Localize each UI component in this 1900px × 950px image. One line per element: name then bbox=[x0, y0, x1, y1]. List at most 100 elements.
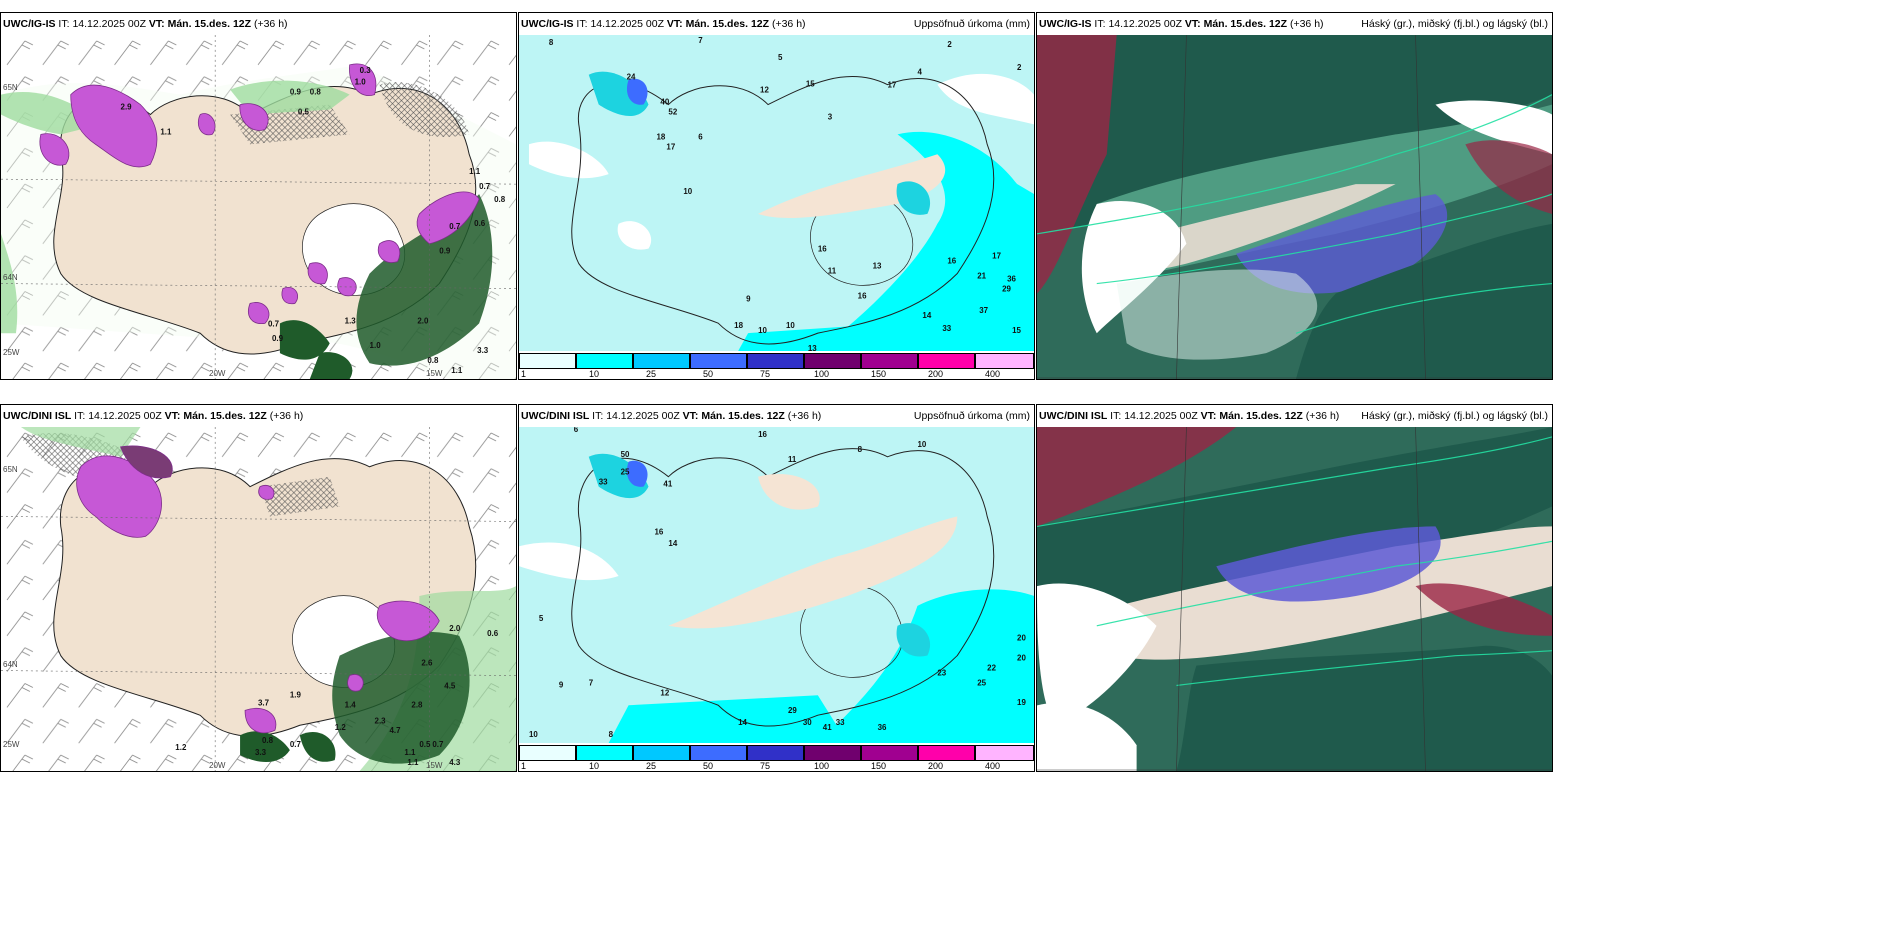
precip-label: 17 bbox=[888, 81, 897, 90]
snow-label: 4.3 bbox=[449, 758, 461, 767]
field-title: Háský (gr.), miðský (fj.bl.) og lágský (… bbox=[1361, 18, 1548, 30]
snow-label: 0.5 bbox=[419, 740, 431, 749]
precip-label: 36 bbox=[1007, 274, 1016, 283]
snow-label: 2.6 bbox=[421, 659, 433, 668]
colorbar-swatch bbox=[975, 353, 1034, 369]
precip-label: 40 bbox=[660, 98, 669, 107]
map-panel-4: UWC/DINI ISL IT: 14.12.2025 00Z VT: Mán.… bbox=[0, 404, 517, 772]
precip-label: 2 bbox=[947, 40, 952, 49]
precip-label: 30 bbox=[803, 718, 812, 727]
precip-label: 18 bbox=[734, 321, 743, 330]
colorbar-swatch bbox=[918, 353, 975, 369]
precip-label: 20 bbox=[1017, 654, 1026, 663]
colorbar-tick: 200 bbox=[928, 369, 944, 379]
panel-header: UWC/IG-IS IT: 14.12.2025 00Z VT: Mán. 15… bbox=[1037, 13, 1552, 35]
colorbar-swatch bbox=[690, 353, 747, 369]
map-area[interactable]: 1.1 2.9 0.9 0.8 0.5 1.0 0.3 1.1 0.7 0.8 … bbox=[1, 35, 516, 379]
snow-label: 1.0 bbox=[370, 341, 382, 350]
map-area[interactable]: 3.7 1.9 1.4 2.8 4.5 1.2 0.8 0.5 0.7 1.1 … bbox=[1, 427, 516, 771]
precip-label: 9 bbox=[559, 680, 564, 689]
snow-label: 0.7 bbox=[268, 319, 280, 328]
snow-label: 1.1 bbox=[469, 167, 481, 176]
map-panel-3: UWC/IG-IS IT: 14.12.2025 00Z VT: Mán. 15… bbox=[1036, 12, 1553, 380]
field-title: Uppsöfnuð úrkoma (mm) bbox=[913, 18, 1030, 30]
colorbar-tick: 25 bbox=[646, 761, 657, 771]
precip-label: 52 bbox=[668, 108, 677, 117]
precip-label: 17 bbox=[666, 142, 675, 151]
colorbar-swatch bbox=[861, 353, 918, 369]
precip-label: 15 bbox=[806, 80, 815, 89]
precip-label: 8 bbox=[858, 445, 863, 454]
longitude-label: 25W bbox=[3, 348, 20, 357]
precip-label: 11 bbox=[828, 266, 837, 275]
colorbar-swatch bbox=[633, 353, 690, 369]
precip-label: 33 bbox=[836, 718, 845, 727]
precip-label: 10 bbox=[758, 326, 767, 335]
colorbar-swatch bbox=[747, 745, 804, 761]
latitude-label: 64N bbox=[3, 273, 18, 282]
snow-label: 0.6 bbox=[474, 219, 486, 228]
snow-label: 0.7 bbox=[290, 740, 302, 749]
snow-label: 0.7 bbox=[449, 222, 461, 231]
panel-header: UWC/IG-IS IT: 14.12.2025 00Z VT: Mán. 15… bbox=[519, 13, 1034, 35]
colorbar-swatch bbox=[519, 745, 576, 761]
precip-label: 16 bbox=[858, 291, 867, 300]
longitude-label: 20W bbox=[209, 761, 226, 770]
precip-label: 16 bbox=[818, 245, 827, 254]
colorbar-swatch bbox=[633, 745, 690, 761]
precip-label: 5 bbox=[539, 614, 544, 623]
snow-label: 0.8 bbox=[427, 356, 439, 365]
precip-label: 3 bbox=[828, 112, 833, 121]
precip-label: 36 bbox=[878, 723, 887, 732]
snow-label: 4.5 bbox=[444, 681, 456, 690]
snow-label: 2.8 bbox=[411, 700, 423, 709]
panel-header: UWC/DINI ISL IT: 14.12.2025 00Z VT: Mán.… bbox=[1037, 405, 1552, 427]
snow-label: 3.3 bbox=[255, 748, 267, 757]
snow-label: 3.3 bbox=[477, 346, 489, 355]
snow-label: 1.3 bbox=[345, 316, 357, 325]
snow-label: 0.8 bbox=[310, 88, 322, 97]
snow-label: 3.7 bbox=[258, 698, 270, 707]
panel-header: UWC/IG-IS IT: 14.12.2025 00Z VT: Mán. 15… bbox=[1, 13, 516, 35]
map-area[interactable]: 8 7 5 3 4 2 2 24 40 52 18 17 6 10 12 15 … bbox=[519, 35, 1034, 351]
panel-header: UWC/DINI ISL IT: 14.12.2025 00Z VT: Mán.… bbox=[1, 405, 516, 427]
map-area[interactable]: 6 50 25 41 14 33 16 16 11 8 10 5 9 7 12 … bbox=[519, 427, 1034, 743]
colorbar-swatch bbox=[576, 745, 633, 761]
precip-label: 10 bbox=[529, 730, 538, 739]
precip-label: 33 bbox=[599, 478, 608, 487]
precip-label: 50 bbox=[621, 450, 630, 459]
snow-label: 2.0 bbox=[449, 624, 461, 633]
map-area[interactable] bbox=[1037, 427, 1552, 771]
snow-label: 1.1 bbox=[160, 127, 172, 136]
precip-label: 9 bbox=[746, 294, 751, 303]
snow-label: 0.9 bbox=[290, 88, 302, 97]
precip-label: 24 bbox=[627, 73, 636, 82]
precip-label: 10 bbox=[683, 187, 692, 196]
precip-label: 29 bbox=[788, 706, 797, 715]
snow-label: 1.4 bbox=[345, 700, 357, 709]
map-panel-1: UWC/IG-IS IT: 14.12.2025 00Z VT: Mán. 15… bbox=[0, 12, 517, 380]
precip-label: 8 bbox=[609, 730, 614, 739]
precip-label: 41 bbox=[823, 723, 832, 732]
colorbar-tick: 50 bbox=[703, 761, 714, 771]
colorbar-tick: 150 bbox=[871, 369, 887, 379]
snow-label: 1.2 bbox=[175, 743, 187, 752]
precip-colorbar: 1 10 25 50 75 100 150 200 400 bbox=[519, 351, 1034, 379]
precip-label: 23 bbox=[937, 668, 946, 677]
precip-label: 10 bbox=[917, 440, 926, 449]
precip-label: 4 bbox=[917, 68, 922, 77]
colorbar-tick: 1 bbox=[521, 761, 527, 771]
colorbar-tick: 10 bbox=[589, 761, 600, 771]
colorbar-tick: 1 bbox=[521, 369, 527, 379]
field-title: Háský (gr.), miðský (fj.bl.) og lágský (… bbox=[1361, 410, 1548, 422]
colorbar-tick: 200 bbox=[928, 761, 944, 771]
colorbar-tick: 75 bbox=[760, 369, 771, 379]
precip-label: 14 bbox=[922, 311, 931, 320]
map-panel-2: UWC/IG-IS IT: 14.12.2025 00Z VT: Mán. 15… bbox=[518, 12, 1035, 380]
precip-label: 10 bbox=[786, 321, 795, 330]
snow-label: 0.8 bbox=[262, 736, 274, 745]
snow-label: 0.3 bbox=[360, 66, 372, 75]
map-area[interactable] bbox=[1037, 35, 1552, 379]
colorbar-swatch bbox=[861, 745, 918, 761]
latitude-label: 65N bbox=[3, 465, 18, 474]
